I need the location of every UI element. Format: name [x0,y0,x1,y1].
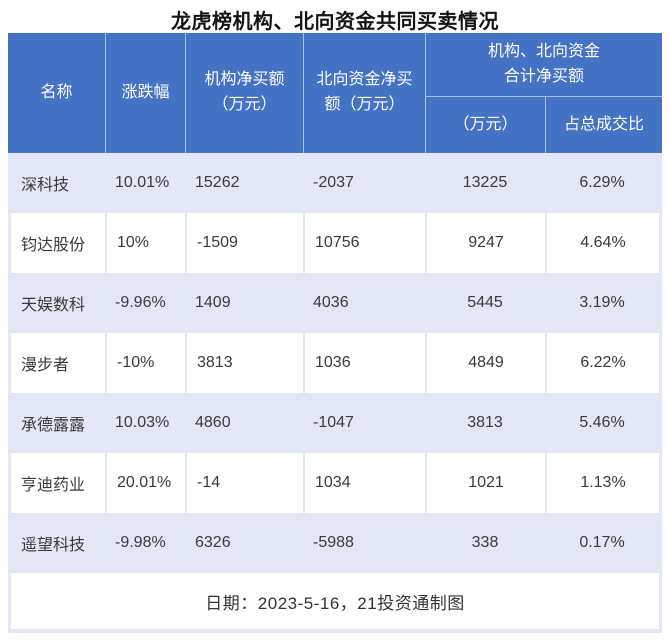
cell-northbound-net: 4036 [313,294,349,311]
cell-combined-net: 13225 [462,174,508,191]
cell-institution-net: 3813 [185,333,303,393]
cell-name: 承德露露 [21,417,86,434]
header-cell-institution-net: 机构净买额 （万元） [185,33,303,153]
cell-combined-net: 9247 [425,213,545,273]
header-label: 名称 [40,83,73,101]
table-row: 钧达股份 10% -1509 10756 9247 4.64% [11,213,659,273]
cell-turnover-ratio: 5.46% [579,414,625,431]
cell-turnover-ratio: 4.64% [545,213,659,273]
cell-name: 遥望科技 [21,537,86,554]
cell-institution-net: 1409 [195,294,231,311]
cell-institution-net: 6326 [195,534,231,551]
cell-change: -9.96% [115,294,166,311]
header-label-line2: 额（万元） [324,96,405,113]
data-table: 名称 涨跌幅 机构净买额 （万元） 北向资金净买 额（万元） 机构、北向资金 合… [8,33,662,633]
cell-name: 漫步者 [21,357,70,374]
header-sub-amount: （万元） [425,97,545,153]
table-row: 遥望科技 -9.98% 6326 -5988 338 0.17% [11,513,659,573]
cell-name: 深科技 [21,177,70,194]
header-label: 涨跌幅 [121,83,170,101]
table-row: 深科技 10.01% 15262 -2037 13225 6.29% [11,153,659,213]
cell-northbound-net: -5988 [313,534,354,551]
cell-turnover-ratio: 0.17% [579,534,625,551]
cell-name: 亨迪药业 [21,477,86,494]
table-header: 名称 涨跌幅 机构净买额 （万元） 北向资金净买 额（万元） 机构、北向资金 合… [8,33,662,153]
cell-institution-net: -1509 [185,213,303,273]
table-row: 承德露露 10.03% 4860 -1047 3813 5.46% [11,393,659,453]
cell-institution-net: -14 [185,453,303,513]
cell-change: 10.01% [115,174,170,191]
cell-name: 钧达股份 [21,237,86,254]
cell-combined-net: 4849 [425,333,545,393]
cell-combined-net: 3813 [467,414,503,431]
cell-northbound-net: 1036 [303,333,425,393]
table-body: 深科技 10.01% 15262 -2037 13225 6.29% 钧达股份 … [8,153,662,633]
cell-northbound-net: 1034 [303,453,425,513]
header-cell-name: 名称 [8,33,105,153]
cell-turnover-ratio: 1.13% [545,453,659,513]
table-row: 亨迪药业 20.01% -14 1034 1021 1.13% [11,453,659,513]
cell-turnover-ratio: 3.19% [579,294,625,311]
cell-institution-net: 4860 [195,414,231,431]
cell-northbound-net: -1047 [313,414,354,431]
header-label: （万元） [453,115,518,133]
table-footer-note: 日期：2023-5-16，21投资通制图 [11,573,659,629]
table-row: 天娱数科 -9.96% 1409 4036 5445 3.19% [11,273,659,333]
table-row: 漫步者 -10% 3813 1036 4849 6.22% [11,333,659,393]
cell-institution-net: 15262 [195,174,240,191]
cell-turnover-ratio: 6.22% [545,333,659,393]
cell-turnover-ratio: 6.29% [579,174,625,191]
cell-northbound-net: -2037 [313,174,354,191]
header-label-line1: 机构、北向资金 [487,42,600,60]
cell-change: 10% [105,213,185,273]
cell-change: 20.01% [105,453,185,513]
cell-combined-net: 1021 [425,453,545,513]
cell-change: -9.98% [115,534,166,551]
cell-combined-net: 5445 [467,294,503,311]
header-cell-northbound-net: 北向资金净买 额（万元） [303,33,425,153]
header-label-line1: 北向资金净买 [316,71,413,89]
header-label: 占总成交比 [563,115,644,133]
cell-name: 天娱数科 [21,297,86,314]
cell-combined-net: 338 [471,534,499,551]
header-group-combined-net: 机构、北向资金 合计净买额 [425,33,662,97]
header-cell-change: 涨跌幅 [105,33,185,153]
page-title: 龙虎榜机构、北向资金共同买卖情况 [171,11,499,33]
header-label-line2: （万元） [212,96,277,113]
header-label-line2: 合计净买额 [503,67,584,85]
cell-change: -10% [105,333,185,393]
header-label-line1: 机构净买额 [204,71,285,89]
cell-change: 10.03% [115,414,170,431]
cell-northbound-net: 10756 [303,213,425,273]
header-sub-turnover-ratio: 占总成交比 [545,97,662,153]
